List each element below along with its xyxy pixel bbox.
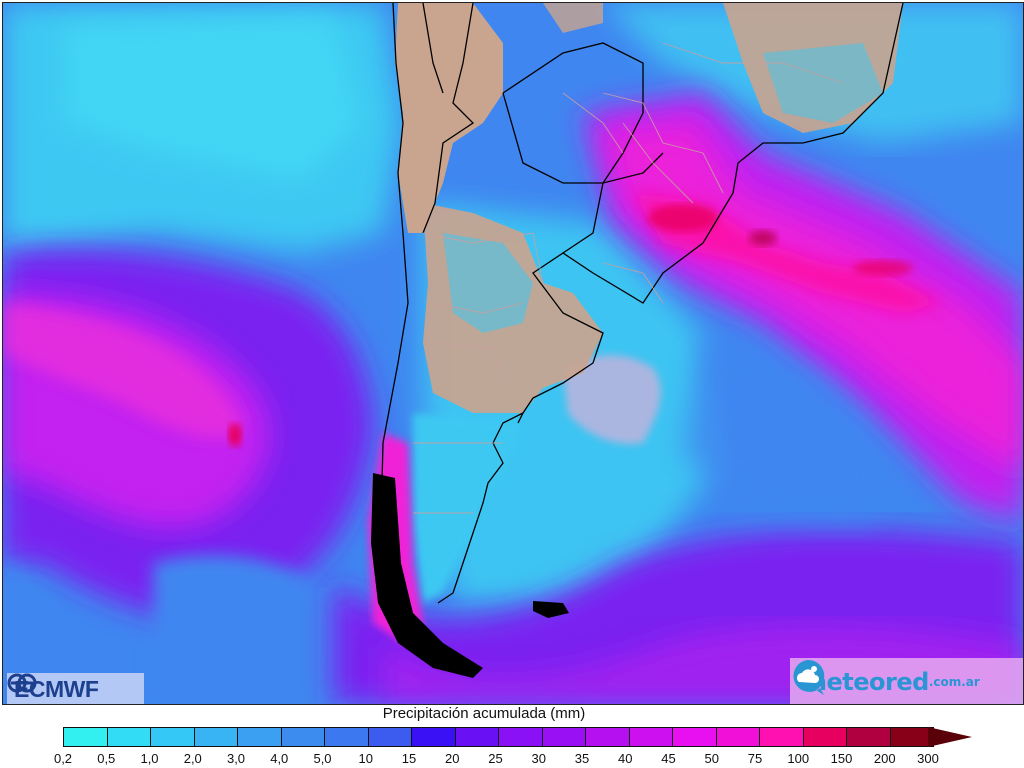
legend-label: 5,0 <box>313 751 332 766</box>
legend-swatch <box>672 727 716 747</box>
legend-label: 150 <box>830 751 853 766</box>
meteored-domain: .com.ar <box>928 675 980 689</box>
legend-swatch <box>324 727 368 747</box>
meteored-cloud-sun-icon <box>793 659 825 695</box>
precipitation-map: ECMWF meteored .com.ar <box>2 2 1024 705</box>
legend-swatch <box>802 727 846 747</box>
legend-swatch <box>715 727 759 747</box>
legend-label: 20 <box>445 751 460 766</box>
legend-label: 0,5 <box>97 751 116 766</box>
legend-swatch <box>280 727 324 747</box>
legend-swatch <box>498 727 542 747</box>
legend-label: 40 <box>618 751 633 766</box>
legend-swatch <box>541 727 585 747</box>
map-canvas <box>3 3 1023 704</box>
legend-swatch <box>759 727 803 747</box>
legend-label: 30 <box>531 751 546 766</box>
legend-label: 75 <box>747 751 763 766</box>
legend-swatch <box>454 727 498 747</box>
legend-label: 50 <box>704 751 719 766</box>
legend-label: 45 <box>661 751 676 766</box>
legend-label: 4,0 <box>270 751 289 766</box>
legend-title: Precipitación acumulada (mm) <box>382 705 586 722</box>
legend-label: 15 <box>401 751 417 766</box>
legend-swatch <box>846 727 890 747</box>
legend-swatch <box>106 727 150 747</box>
legend-label: 0,2 <box>53 751 73 766</box>
legend-label: 25 <box>488 751 503 766</box>
legend-label: 200 <box>873 751 896 766</box>
ecmwf-logo: ECMWF <box>7 673 144 704</box>
legend-swatch <box>63 727 107 747</box>
meteored-logo: meteored .com.ar <box>790 658 1023 704</box>
legend-labels: 0,2 0,5 1,0 2,0 3,0 4,0 5,0 10 15 20 25 30 35 40 45 50 7… <box>0 751 1024 767</box>
legend-swatch <box>367 727 411 747</box>
legend-swatch <box>237 727 281 747</box>
legend-label: 10 <box>358 751 373 766</box>
legend-label: 3,0 <box>226 751 246 766</box>
legend-swatch <box>193 727 237 747</box>
legend-swatch <box>411 727 455 747</box>
legend-label: 2,0 <box>183 751 202 766</box>
ecmwf-emblem-icon <box>7 673 37 693</box>
legend-swatch <box>628 727 672 747</box>
legend-label: 35 <box>574 751 590 766</box>
legend-label: 100 <box>787 751 810 766</box>
ecmwf-logo-text: ECMWF <box>14 675 99 702</box>
legend-swatch <box>150 727 194 747</box>
legend-label: 300 <box>917 751 939 766</box>
legend-overflow-arrow <box>928 727 972 747</box>
legend-color-bar <box>63 727 934 747</box>
legend-label: 1,0 <box>140 751 159 766</box>
legend-swatch <box>585 727 629 747</box>
